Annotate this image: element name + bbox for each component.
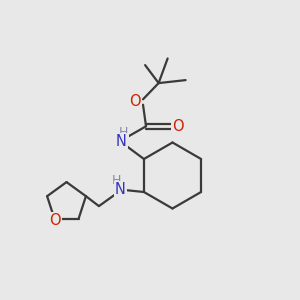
Text: N: N: [116, 134, 127, 149]
Text: O: O: [172, 119, 184, 134]
Text: O: O: [49, 213, 60, 228]
Text: O: O: [129, 94, 140, 109]
Text: H: H: [119, 126, 128, 140]
Text: H: H: [112, 174, 122, 187]
Text: N: N: [115, 182, 126, 197]
